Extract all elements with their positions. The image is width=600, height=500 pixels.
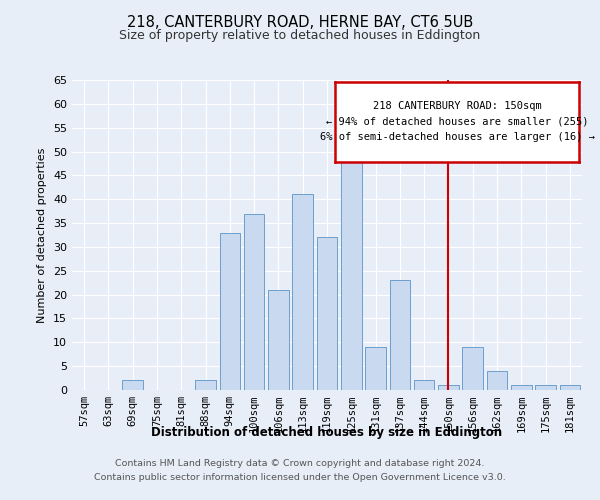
Bar [438,385,459,390]
Bar [341,137,362,390]
Text: 218 CANTERBURY ROAD: 150sqm
← 94% of detached houses are smaller (255)
6% of sem: 218 CANTERBURY ROAD: 150sqm ← 94% of det… [320,101,595,142]
Text: Distribution of detached houses by size in Eddington: Distribution of detached houses by size … [151,426,503,439]
Text: Contains public sector information licensed under the Open Government Licence v3: Contains public sector information licen… [94,473,506,482]
Bar [389,280,410,390]
Text: Contains HM Land Registry data © Crown copyright and database right 2024.: Contains HM Land Registry data © Crown c… [115,460,485,468]
Text: Size of property relative to detached houses in Eddington: Size of property relative to detached ho… [119,28,481,42]
Bar [122,380,143,390]
Bar [511,385,532,390]
Bar [487,371,508,390]
Bar [535,385,556,390]
Bar [414,380,434,390]
Bar [292,194,313,390]
Bar [195,380,216,390]
Bar [244,214,265,390]
Bar [317,238,337,390]
Bar [463,347,483,390]
Bar [220,232,240,390]
Bar [560,385,580,390]
Y-axis label: Number of detached properties: Number of detached properties [37,148,47,322]
Bar [268,290,289,390]
Text: 218, CANTERBURY ROAD, HERNE BAY, CT6 5UB: 218, CANTERBURY ROAD, HERNE BAY, CT6 5UB [127,15,473,30]
Bar [365,347,386,390]
